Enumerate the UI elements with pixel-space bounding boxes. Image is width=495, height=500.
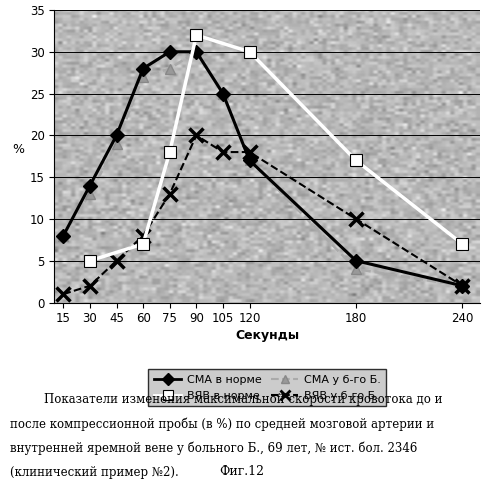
X-axis label: Секунды: Секунды [235,330,299,342]
Text: Фиг.12: Фиг.12 [219,465,264,478]
Text: внутренней яремной вене у больного Б., 69 лет, № ист. бол. 2346: внутренней яремной вене у больного Б., 6… [10,442,417,455]
Legend: СМА в норме, ВЯВ в норме, СМА у б-го Б., ВЯВ у б-го Б.: СМА в норме, ВЯВ в норме, СМА у б-го Б.,… [148,370,387,406]
Y-axis label: %: % [13,143,25,156]
Text: (клинический пример №2).: (клинический пример №2). [10,466,179,479]
Text: Показатели изменения максимальной скорости кровотока до и: Показатели изменения максимальной скорос… [29,394,443,406]
Text: после компрессионной пробы (в %) по средней мозговой артерии и: после компрессионной пробы (в %) по сред… [10,418,434,431]
